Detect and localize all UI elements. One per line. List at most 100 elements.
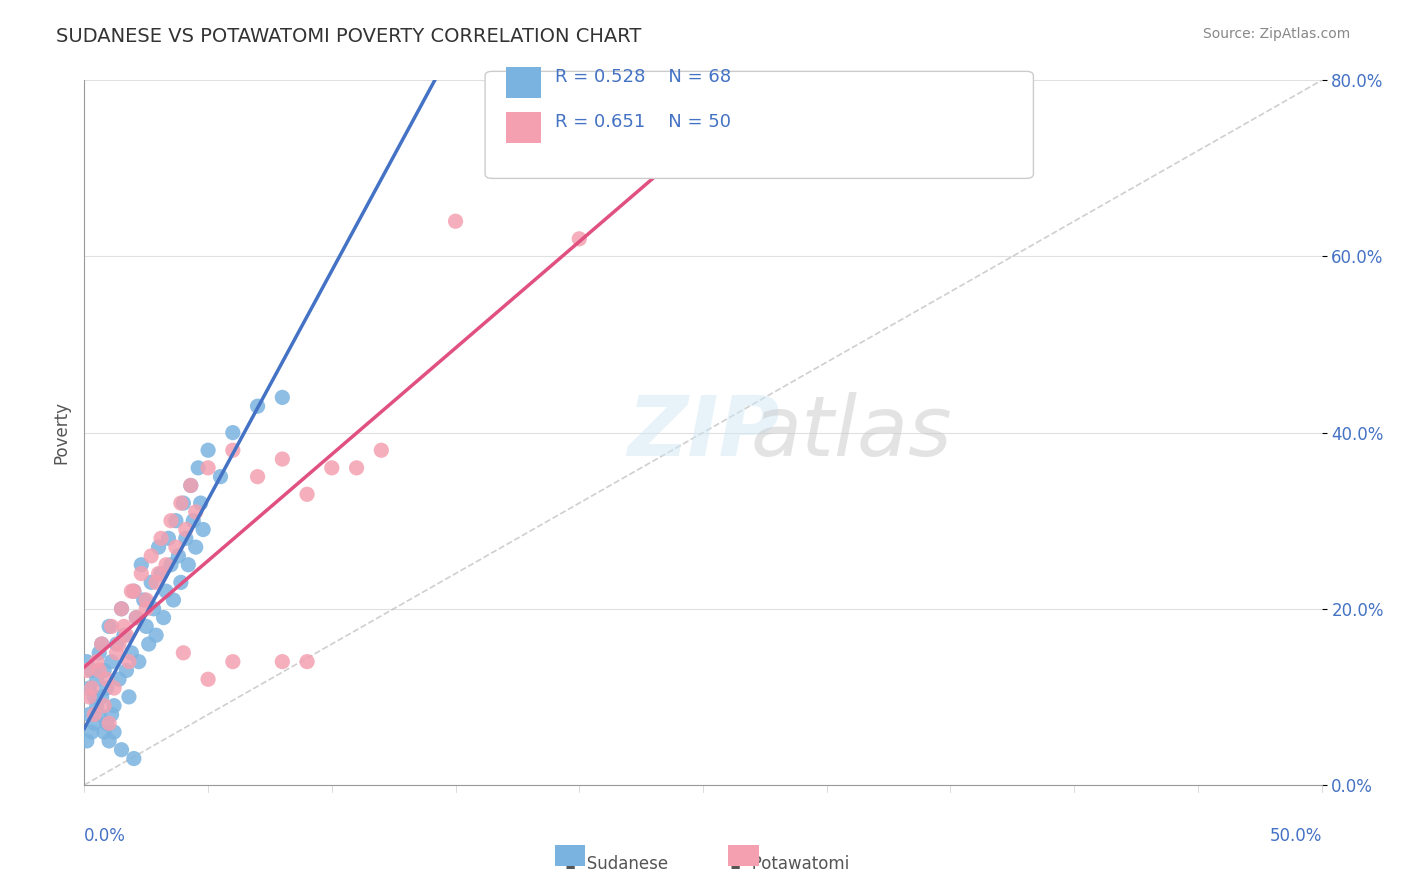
Text: ▪  Sudanese: ▪ Sudanese (565, 855, 668, 873)
Sudanese (222, 425, 245, 440)
Sudanese (150, 566, 173, 581)
Potawatomi (115, 628, 138, 642)
Potawatomi (93, 698, 115, 713)
Sudanese (271, 391, 294, 405)
Potawatomi (568, 232, 591, 246)
Potawatomi (170, 496, 193, 510)
Sudanese (145, 628, 167, 642)
Sudanese (128, 655, 150, 669)
Sudanese (90, 637, 112, 651)
Sudanese (100, 707, 122, 722)
Sudanese (83, 716, 105, 731)
Sudanese (90, 690, 112, 704)
Sudanese (142, 601, 165, 615)
Sudanese (105, 637, 128, 651)
Potawatomi (103, 681, 125, 695)
Potawatomi (86, 655, 108, 669)
Potawatomi (165, 540, 187, 554)
Sudanese (155, 584, 177, 599)
Sudanese (174, 531, 197, 545)
Sudanese (177, 558, 200, 572)
Sudanese (110, 742, 132, 756)
Sudanese (89, 646, 111, 660)
Text: ▪  Potawatomi: ▪ Potawatomi (730, 855, 849, 873)
Potawatomi (271, 452, 294, 467)
Sudanese (132, 593, 155, 607)
Potawatomi (271, 655, 294, 669)
Sudanese (122, 751, 145, 765)
Potawatomi (222, 655, 245, 669)
Sudanese (112, 628, 135, 642)
Bar (728, 845, 759, 866)
Potawatomi (197, 460, 219, 475)
Text: ZIP: ZIP (627, 392, 779, 473)
Text: 50.0%: 50.0% (1270, 827, 1322, 846)
Sudanese (93, 725, 115, 739)
Potawatomi (83, 707, 105, 722)
Sudanese (167, 549, 190, 563)
Sudanese (148, 540, 170, 554)
Potawatomi (112, 619, 135, 633)
Potawatomi (98, 716, 121, 731)
Sudanese (86, 698, 108, 713)
Text: R = 0.651    N = 50: R = 0.651 N = 50 (555, 112, 731, 130)
Sudanese (122, 584, 145, 599)
Text: atlas: atlas (751, 392, 952, 473)
Potawatomi (96, 673, 118, 687)
Sudanese (79, 707, 101, 722)
Sudanese (187, 460, 209, 475)
Sudanese (184, 540, 207, 554)
Potawatomi (145, 575, 167, 590)
Potawatomi (184, 505, 207, 519)
Sudanese (86, 673, 108, 687)
Potawatomi (118, 655, 141, 669)
Text: SUDANESE VS POTAWATOMI POVERTY CORRELATION CHART: SUDANESE VS POTAWATOMI POVERTY CORRELATI… (56, 27, 641, 45)
Sudanese (103, 725, 125, 739)
Potawatomi (295, 655, 318, 669)
Sudanese (118, 690, 141, 704)
Potawatomi (141, 549, 163, 563)
Sudanese (93, 664, 115, 678)
Y-axis label: Poverty: Poverty (52, 401, 70, 464)
Sudanese (98, 734, 121, 748)
Sudanese (100, 655, 122, 669)
Sudanese (141, 575, 163, 590)
Potawatomi (160, 514, 183, 528)
Sudanese (103, 698, 125, 713)
Sudanese (181, 514, 204, 528)
Sudanese (110, 601, 132, 615)
Sudanese (165, 514, 187, 528)
Bar (554, 845, 585, 866)
Potawatomi (321, 460, 343, 475)
Potawatomi (174, 523, 197, 537)
Sudanese (162, 593, 184, 607)
Potawatomi (135, 593, 157, 607)
Sudanese (76, 734, 98, 748)
Potawatomi (108, 637, 131, 651)
Sudanese (125, 610, 148, 624)
Sudanese (89, 707, 111, 722)
Sudanese (115, 664, 138, 678)
Sudanese (98, 619, 121, 633)
Potawatomi (76, 664, 98, 678)
Sudanese (152, 610, 174, 624)
Sudanese (135, 619, 157, 633)
Sudanese (191, 523, 214, 537)
Potawatomi (120, 584, 142, 599)
Sudanese (120, 646, 142, 660)
Sudanese (76, 655, 98, 669)
Potawatomi (79, 690, 101, 704)
Sudanese (80, 664, 103, 678)
Sudanese (138, 637, 160, 651)
Potawatomi (346, 460, 368, 475)
Text: R = 0.528    N = 68: R = 0.528 N = 68 (555, 68, 731, 86)
Sudanese (79, 681, 101, 695)
Sudanese (96, 716, 118, 731)
Sudanese (180, 478, 202, 492)
Potawatomi (246, 469, 269, 483)
Sudanese (209, 469, 232, 483)
Potawatomi (105, 646, 128, 660)
Sudanese (80, 725, 103, 739)
Text: 0.0%: 0.0% (84, 827, 127, 846)
Sudanese (172, 496, 194, 510)
